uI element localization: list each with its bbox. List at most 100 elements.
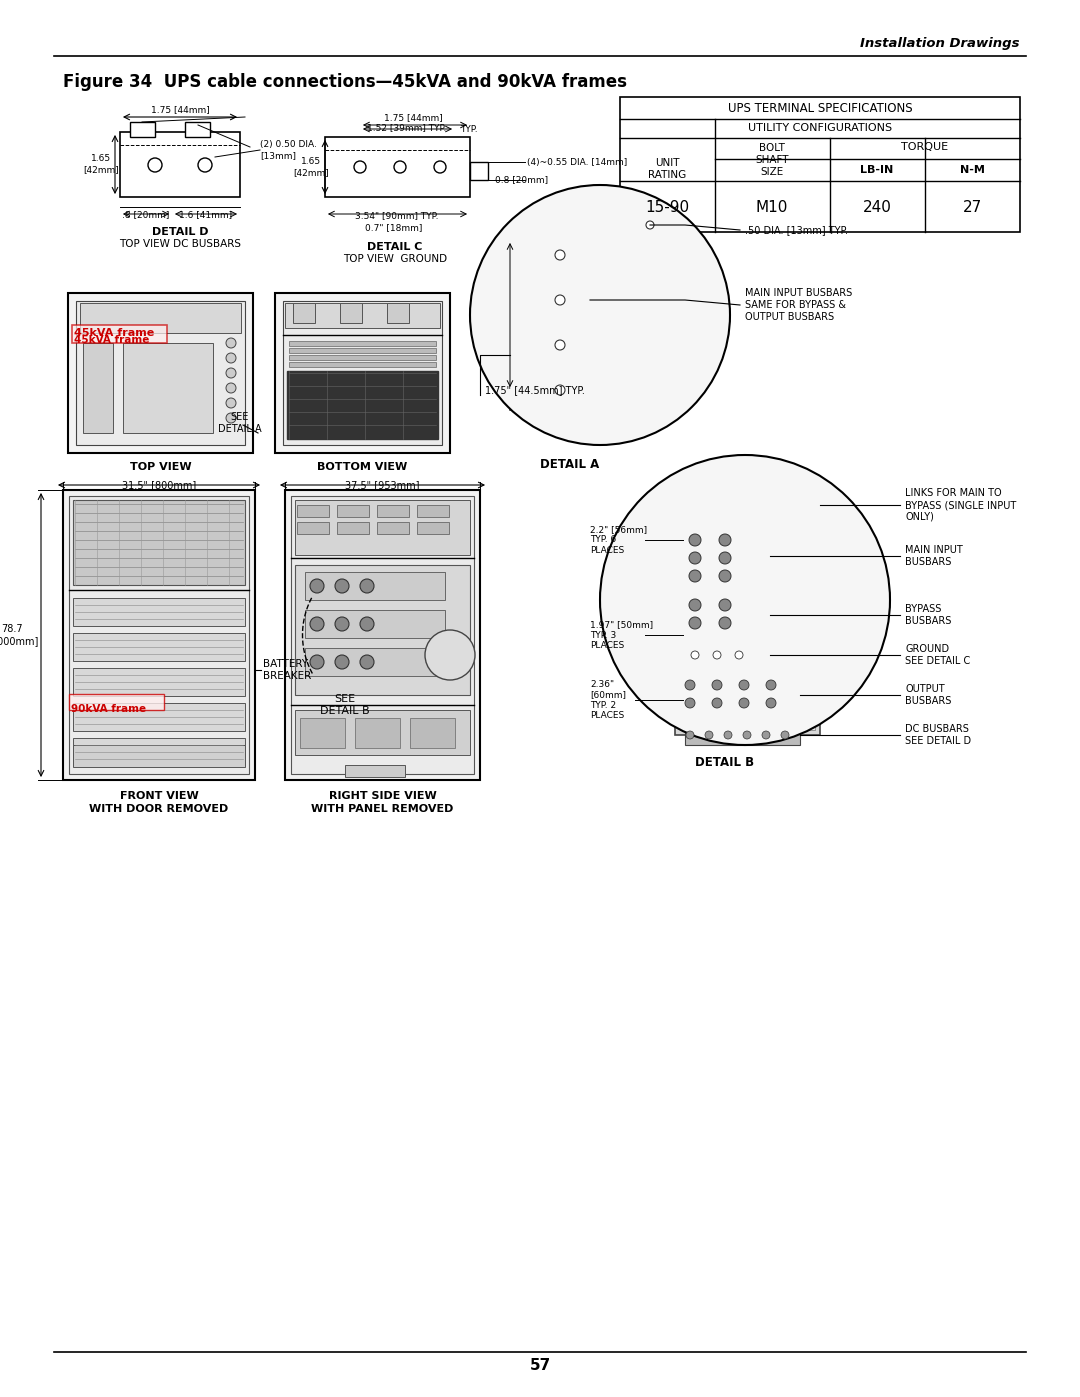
Bar (305, 610, 445, 638)
Text: WITH PANEL REMOVED: WITH PANEL REMOVED (311, 805, 454, 814)
Bar (345, 766, 405, 777)
Circle shape (689, 617, 701, 629)
Text: FRONT VIEW: FRONT VIEW (120, 791, 199, 800)
Text: Figure 34  UPS cable connections—45kVA and 90kVA frames: Figure 34 UPS cable connections—45kVA an… (63, 73, 627, 91)
Bar (377, 522, 409, 534)
Bar (685, 675, 800, 715)
Bar (470, 162, 488, 180)
Text: TOP VIEW  GROUND: TOP VIEW GROUND (343, 254, 447, 264)
Circle shape (712, 698, 723, 708)
Circle shape (766, 680, 777, 690)
Text: 1.6 [41mm]: 1.6 [41mm] (179, 210, 232, 219)
Bar (510, 235, 610, 409)
Circle shape (689, 570, 701, 583)
Circle shape (713, 651, 721, 659)
Bar (120, 131, 240, 197)
Circle shape (719, 570, 731, 583)
Circle shape (310, 655, 324, 669)
Text: SEE
DETAIL A: SEE DETAIL A (218, 412, 261, 434)
Text: (2) 0.50 DIA.
[13mm]: (2) 0.50 DIA. [13mm] (260, 140, 316, 159)
Circle shape (743, 731, 751, 739)
Circle shape (335, 655, 349, 669)
Circle shape (719, 552, 731, 564)
Circle shape (689, 552, 701, 564)
Bar (69, 496, 249, 774)
Circle shape (719, 617, 731, 629)
Text: (4)~0.55 DIA. [14mm]: (4)~0.55 DIA. [14mm] (527, 158, 627, 166)
Bar (73, 738, 245, 766)
Circle shape (689, 599, 701, 610)
Bar (63, 490, 255, 780)
Bar (287, 372, 438, 439)
Text: MAIN INPUT
BUSBARS: MAIN INPUT BUSBARS (905, 545, 962, 567)
Text: DETAIL B: DETAIL B (696, 757, 755, 770)
Circle shape (691, 651, 699, 659)
Bar (675, 481, 820, 735)
Bar (387, 303, 409, 323)
Text: .50 DIA. [13mm] TYP.: .50 DIA. [13mm] TYP. (745, 225, 848, 235)
Bar (69, 694, 164, 710)
Circle shape (426, 630, 475, 680)
Circle shape (739, 680, 750, 690)
Circle shape (766, 698, 777, 708)
Bar (305, 648, 445, 676)
Text: Installation Drawings: Installation Drawings (861, 36, 1020, 49)
Circle shape (226, 338, 237, 348)
Bar (777, 492, 792, 515)
Text: 2.2" [56mm]
TYP. 6
PLACES: 2.2" [56mm] TYP. 6 PLACES (590, 525, 647, 555)
Circle shape (148, 158, 162, 172)
Circle shape (712, 680, 723, 690)
Bar (295, 500, 470, 555)
Text: TORQUE: TORQUE (902, 142, 948, 152)
Text: LINKS FOR MAIN TO
BYPASS (SINGLE INPUT
ONLY): LINKS FOR MAIN TO BYPASS (SINGLE INPUT O… (905, 489, 1016, 521)
Circle shape (310, 617, 324, 631)
Bar (76, 300, 245, 446)
Circle shape (226, 398, 237, 408)
Bar (289, 341, 436, 346)
Text: BATTERY
BREAKER: BATTERY BREAKER (264, 659, 311, 680)
Text: 15-90: 15-90 (645, 200, 689, 215)
Bar (685, 725, 800, 745)
Circle shape (762, 731, 770, 739)
Bar (80, 303, 241, 332)
Bar (377, 504, 409, 517)
Text: 45kVA frame: 45kVA frame (75, 335, 149, 345)
Bar (680, 485, 815, 731)
Text: 1.75 [44mm]: 1.75 [44mm] (150, 105, 210, 115)
Bar (72, 326, 167, 344)
Text: 78.7
[2000mm]: 78.7 [2000mm] (0, 624, 38, 645)
Bar (297, 504, 329, 517)
Text: 45kVA frame: 45kVA frame (75, 328, 154, 338)
Bar (685, 595, 765, 636)
Circle shape (360, 655, 374, 669)
Bar (68, 293, 253, 453)
Bar (340, 303, 362, 323)
Text: 3.54" [90mm] TYP.: 3.54" [90mm] TYP. (355, 211, 438, 219)
Text: BOTTOM VIEW: BOTTOM VIEW (318, 462, 407, 472)
Text: SEE
DETAIL B: SEE DETAIL B (320, 694, 369, 715)
Circle shape (685, 698, 696, 708)
Bar (73, 668, 245, 696)
Text: DETAIL A: DETAIL A (540, 458, 599, 472)
Circle shape (198, 158, 212, 172)
Circle shape (600, 455, 890, 745)
Circle shape (646, 221, 654, 229)
Text: LB-IN: LB-IN (861, 165, 893, 175)
Bar (283, 300, 442, 446)
Circle shape (310, 578, 324, 592)
Circle shape (739, 698, 750, 708)
Circle shape (686, 731, 694, 739)
Text: GROUND
SEE DETAIL C: GROUND SEE DETAIL C (905, 644, 970, 666)
Bar (685, 490, 800, 518)
Circle shape (354, 161, 366, 173)
Circle shape (226, 414, 237, 423)
Bar (123, 344, 213, 433)
Text: 240: 240 (863, 200, 891, 215)
Circle shape (360, 578, 374, 592)
Circle shape (781, 731, 789, 739)
Bar (355, 718, 400, 747)
Bar (297, 522, 329, 534)
Circle shape (735, 651, 743, 659)
Bar (289, 362, 436, 367)
Bar (291, 496, 474, 774)
